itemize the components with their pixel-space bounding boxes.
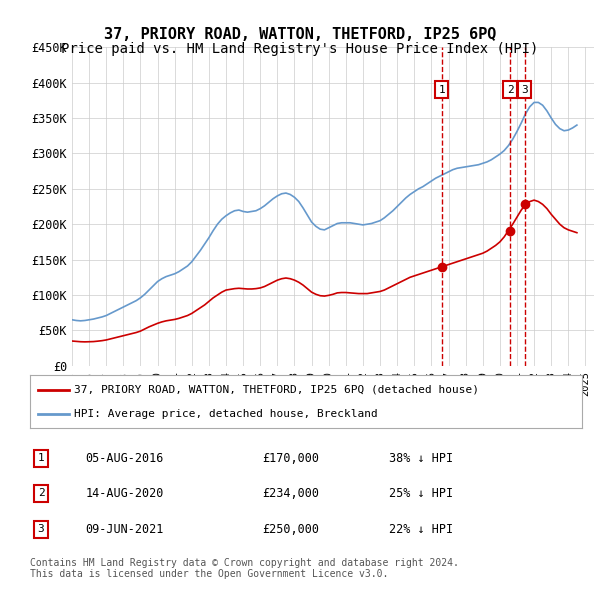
Text: 1: 1 (38, 454, 44, 463)
Text: 25% ↓ HPI: 25% ↓ HPI (389, 487, 453, 500)
Text: 37, PRIORY ROAD, WATTON, THETFORD, IP25 6PQ: 37, PRIORY ROAD, WATTON, THETFORD, IP25 … (104, 27, 496, 41)
Text: 3: 3 (38, 525, 44, 535)
Text: 2: 2 (507, 85, 514, 94)
Text: 22% ↓ HPI: 22% ↓ HPI (389, 523, 453, 536)
Text: 1: 1 (439, 85, 445, 94)
Text: 37, PRIORY ROAD, WATTON, THETFORD, IP25 6PQ (detached house): 37, PRIORY ROAD, WATTON, THETFORD, IP25 … (74, 385, 479, 395)
Text: Contains HM Land Registry data © Crown copyright and database right 2024.
This d: Contains HM Land Registry data © Crown c… (30, 558, 459, 579)
Text: 14-AUG-2020: 14-AUG-2020 (85, 487, 164, 500)
Text: 09-JUN-2021: 09-JUN-2021 (85, 523, 164, 536)
Text: £170,000: £170,000 (262, 452, 319, 465)
Text: 38% ↓ HPI: 38% ↓ HPI (389, 452, 453, 465)
Text: £234,000: £234,000 (262, 487, 319, 500)
Text: 3: 3 (521, 85, 528, 94)
Text: 2: 2 (38, 489, 44, 499)
Text: HPI: Average price, detached house, Breckland: HPI: Average price, detached house, Brec… (74, 409, 378, 419)
Text: £250,000: £250,000 (262, 523, 319, 536)
Text: 05-AUG-2016: 05-AUG-2016 (85, 452, 164, 465)
Text: Price paid vs. HM Land Registry's House Price Index (HPI): Price paid vs. HM Land Registry's House … (61, 42, 539, 57)
